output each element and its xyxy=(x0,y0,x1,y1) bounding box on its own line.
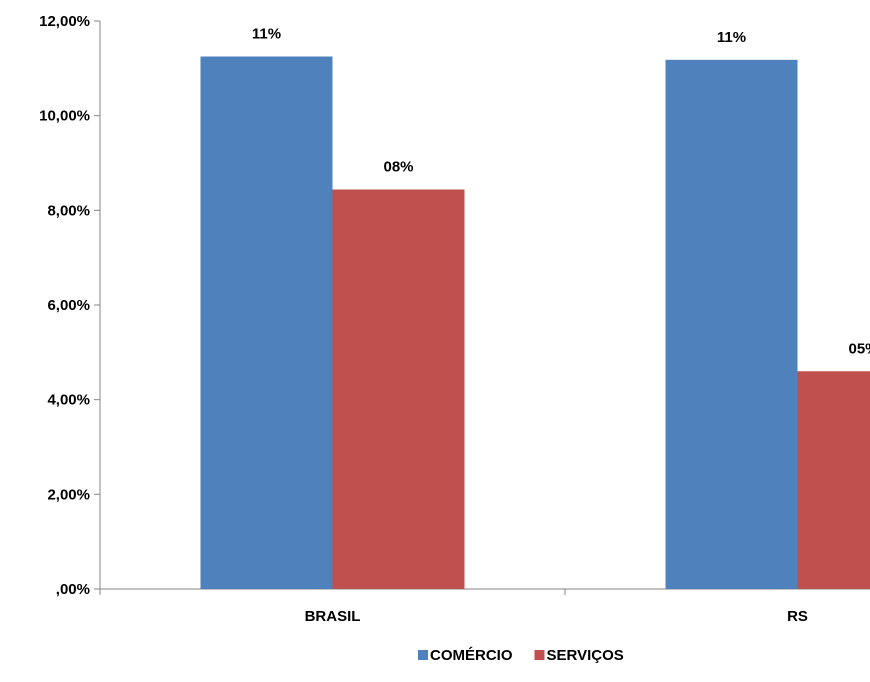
data-label: 05% xyxy=(848,340,870,357)
y-tick-label: 6,00% xyxy=(47,297,90,314)
legend-label: SERVIÇOS xyxy=(547,647,624,664)
x-category-label: BRASIL xyxy=(305,608,361,625)
legend-swatch xyxy=(535,650,545,660)
bar-comércio-rs xyxy=(666,60,798,589)
data-label: 11% xyxy=(252,26,281,43)
bar-serviços-brasil xyxy=(333,190,465,589)
bar-comércio-brasil xyxy=(201,57,333,590)
bar-serviços-rs xyxy=(798,371,870,589)
x-category-label: RS xyxy=(787,608,808,625)
data-label: 11% xyxy=(717,29,746,46)
legend-swatch xyxy=(418,650,428,660)
legend-label: COMÉRCIO xyxy=(430,647,513,664)
y-tick-label: 8,00% xyxy=(47,202,90,219)
y-tick-label: 4,00% xyxy=(47,392,90,409)
y-tick-label: 2,00% xyxy=(47,486,90,503)
data-label: 08% xyxy=(383,159,413,176)
y-tick-label: 12,00% xyxy=(39,13,90,30)
y-tick-label: ,00% xyxy=(56,581,90,598)
bars xyxy=(201,57,870,590)
legend: COMÉRCIO SERVIÇOS xyxy=(418,647,624,664)
y-tick-label: 10,00% xyxy=(39,108,90,125)
